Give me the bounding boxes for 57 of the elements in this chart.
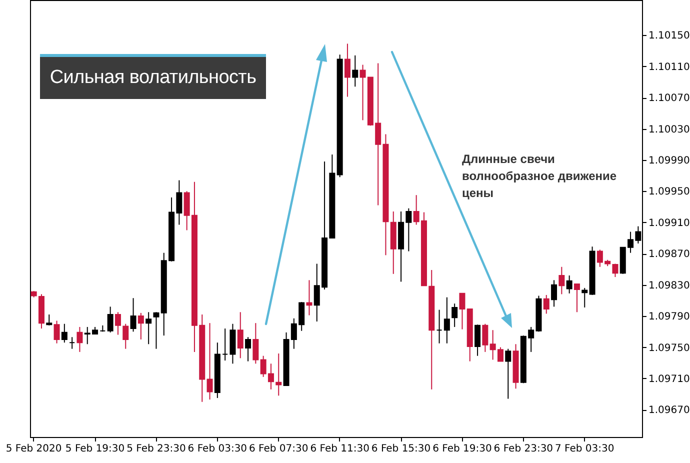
candlestick <box>436 309 442 344</box>
y-tick-label: 1.09950 <box>648 186 690 198</box>
candlestick <box>222 328 228 362</box>
y-tick-label: 1.09790 <box>648 312 690 323</box>
candlestick <box>130 298 136 332</box>
annotation: Длинные свечи волнообразное движение цены <box>462 151 618 202</box>
x-tick-label: 7 Feb 03:30 <box>555 444 614 454</box>
candlestick <box>54 320 60 344</box>
candlestick <box>444 296 450 344</box>
candlestick <box>252 322 259 364</box>
x-tick-label: 5 Feb 23:30 <box>126 444 186 454</box>
candlestick <box>237 312 244 359</box>
x-tick-label: 6 Feb 23:30 <box>494 444 554 454</box>
candlestick <box>452 303 458 328</box>
text: Сильная волатильность <box>40 54 266 99</box>
candlestick <box>582 287 588 308</box>
candlestick <box>558 266 565 295</box>
x-tick-label: 5 Feb 2020 <box>6 444 62 454</box>
x-tick-label: 5 Feb 19:30 <box>65 444 125 454</box>
y-tick-label: 1.09750 <box>648 342 690 354</box>
candlestick <box>344 43 350 98</box>
candlestick <box>146 312 152 345</box>
y-tick-label: 1.10110 <box>648 62 690 73</box>
candlestick <box>153 312 160 350</box>
x-tick-label: 6 Feb 19:30 <box>432 444 492 454</box>
candlestick <box>276 353 282 396</box>
candlestick <box>482 323 488 352</box>
y-tick-label: 1.09710 <box>648 374 690 385</box>
candlestick <box>306 280 312 316</box>
y-tick-label: 1.09830 <box>648 280 690 292</box>
y-tick-label: 1.10150 <box>648 30 690 42</box>
candlestick <box>505 348 512 400</box>
candlestick <box>352 54 358 88</box>
y-tick-label: 1.09870 <box>648 249 690 260</box>
x-tick-label: 6 Feb 07:30 <box>249 444 308 454</box>
candlestick <box>551 280 558 308</box>
candlestick <box>245 336 252 362</box>
y-tick-label: 1.09670 <box>648 405 690 416</box>
candlestick <box>459 292 466 330</box>
y-tick-label: 1.09910 <box>648 218 690 229</box>
candlestick <box>69 336 76 350</box>
candlestick <box>76 326 83 352</box>
candlestick <box>138 312 144 340</box>
candlestick <box>566 274 572 294</box>
x-tick-label: 6 Feb 03:30 <box>188 444 248 454</box>
x-tick-label: 6 Feb 11:30 <box>310 444 370 454</box>
candlestick <box>46 314 52 326</box>
y-tick-label: 1.10030 <box>648 124 690 136</box>
y-tick-label: 1.10070 <box>648 93 690 104</box>
candlestick <box>574 284 580 313</box>
candlestick <box>206 322 213 400</box>
candlestick <box>61 323 68 344</box>
y-tick-label: 1.09990 <box>648 155 690 166</box>
x-tick-label: 6 Feb 15:30 <box>371 444 431 454</box>
candlestick <box>543 294 550 314</box>
candlestick <box>474 324 481 356</box>
candlestick <box>107 306 114 333</box>
